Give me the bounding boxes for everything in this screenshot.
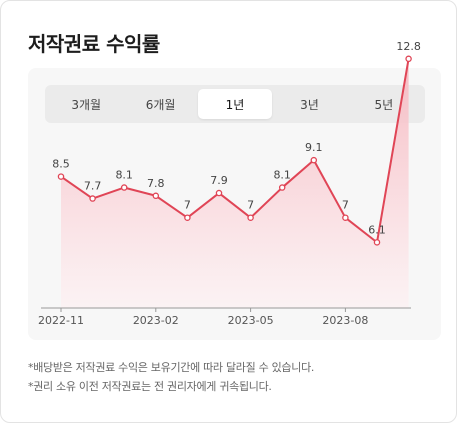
- footnote-previous-holder: *권리 소유 이전 저작권료는 전 권리자에게 귀속됩니다.: [28, 380, 272, 393]
- data-point: [89, 195, 96, 202]
- x-tick-label: 2023-02: [133, 314, 179, 327]
- data-point: [57, 173, 65, 180]
- area-fill: [61, 58, 409, 308]
- data-label: 7: [342, 199, 349, 212]
- data-label: 8.1: [115, 169, 133, 182]
- data-label: 7.7: [84, 180, 102, 193]
- period-tabs: 3개월 6개월 1년 3년 5년: [45, 85, 425, 123]
- data-label: 7: [247, 199, 254, 212]
- data-label: 8.5: [52, 158, 70, 171]
- x-tick-label: 2023-05: [228, 314, 274, 327]
- footnote-holding-period: *배당받은 저작권료 수익은 보유기간에 따라 달라질 수 있습니다.: [28, 361, 315, 374]
- data-point: [215, 189, 223, 197]
- data-label: 7.9: [210, 174, 228, 187]
- page-title: 저작권료 수익률: [28, 32, 160, 56]
- data-point: [373, 239, 381, 246]
- data-point: [120, 184, 128, 191]
- series-line: [60, 58, 410, 244]
- data-point: [247, 214, 254, 221]
- data-label: 12.8: [396, 40, 421, 53]
- data-point: [278, 184, 286, 191]
- data-label: 6.1: [368, 223, 386, 236]
- tab-3-years[interactable]: 3년: [300, 97, 319, 112]
- tab-5-years[interactable]: 5년: [374, 97, 394, 112]
- data-label: 7.8: [147, 177, 165, 190]
- x-tick-label: 2022-11: [38, 314, 84, 327]
- yield-line-chart: 8.5 7.7 8.1 7.8 7 7.9 7 8.1 9.1 7 6.1 12.8 2022-11 20…: [38, 40, 421, 327]
- x-tick-label: 2023-08: [322, 314, 368, 327]
- data-point: [184, 214, 191, 221]
- data-label: 7: [184, 199, 191, 212]
- tab-3-months[interactable]: 3개월: [71, 97, 102, 112]
- data-point: [342, 214, 349, 221]
- data-point: [405, 55, 412, 63]
- tab-1-year[interactable]: 1년: [197, 89, 273, 119]
- data-point: [152, 192, 160, 200]
- data-label: 9.1: [305, 141, 323, 154]
- data-point: [310, 156, 318, 164]
- data-label: 8.1: [273, 169, 291, 182]
- footnotes: *배당받은 저작권료 수익은 보유기간에 따라 달라질 수 있습니다. *권리 …: [28, 358, 314, 396]
- tab-6-months[interactable]: 6개월: [145, 97, 176, 112]
